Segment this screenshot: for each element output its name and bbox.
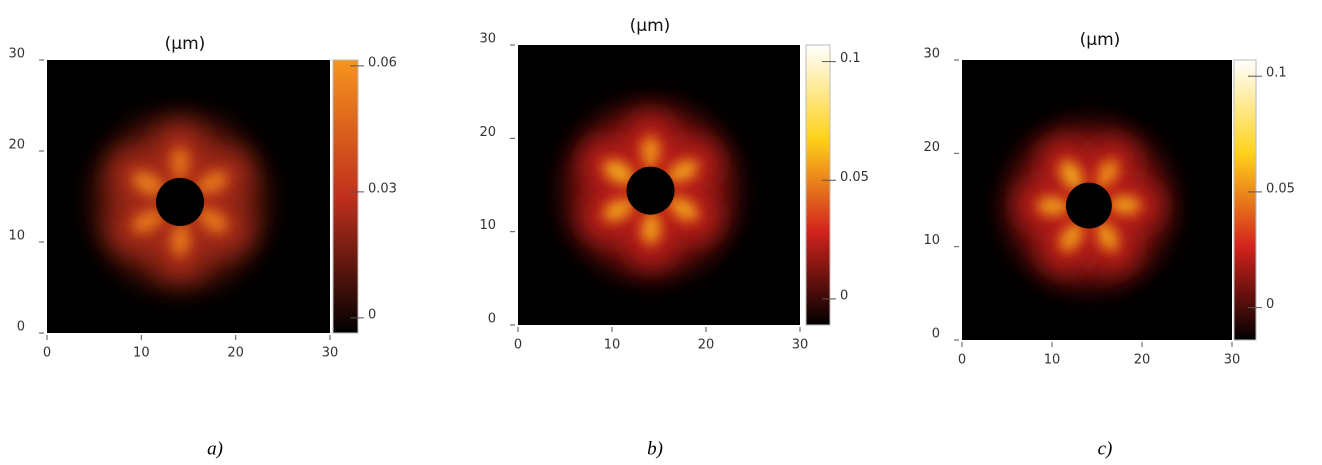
heatmap-image	[962, 60, 1232, 340]
colorbar	[332, 59, 359, 334]
colorbar-tick-label: 0	[1266, 297, 1274, 312]
heatmap-image	[47, 60, 330, 333]
colorbar	[1233, 59, 1257, 341]
y-tick-label: 30	[923, 47, 940, 62]
heatmap-lobe-core	[666, 160, 698, 185]
heatmap-lobe-core	[1094, 160, 1118, 191]
x-tick-label: 10	[604, 338, 621, 353]
heatmap-hole	[626, 166, 675, 215]
heatmap-lobe-core	[132, 208, 164, 233]
heatmap-lobe-core	[1107, 196, 1141, 216]
y-tick-label: 0	[932, 327, 940, 342]
y-tick-label: 10	[923, 233, 940, 248]
y-tick-label: 30	[8, 47, 25, 62]
y-tick-label: 0	[488, 312, 496, 327]
colorbar-tick-label: 0.05	[1266, 181, 1295, 196]
x-tick-label: 30	[1224, 353, 1241, 368]
y-tick-label: 10	[8, 229, 25, 244]
heatmap-lobe-core	[640, 210, 661, 245]
x-tick-label: 20	[698, 338, 715, 353]
x-tick-label: 0	[43, 346, 51, 361]
heatmap-lobe-core	[603, 160, 635, 185]
y-tick-label: 10	[479, 218, 496, 233]
x-tick-label: 30	[322, 346, 339, 361]
y-tick-label: 20	[8, 138, 25, 153]
caption: c)	[1098, 438, 1113, 459]
colorbar-tick-label: 0.05	[840, 170, 869, 185]
heatmap-lobe-core	[603, 196, 635, 221]
y-tick-label: 30	[479, 32, 496, 47]
heatmap-lobe-core	[1059, 221, 1083, 251]
caption: a)	[207, 438, 223, 459]
colorbar-tick-label: 0.1	[840, 51, 861, 66]
colorbar-tick-label: 0	[840, 288, 848, 303]
heatmap-lobe-core	[196, 208, 228, 233]
heatmap-hole	[1065, 182, 1112, 229]
heatmap-lobe-core	[1059, 160, 1083, 191]
x-tick-label: 10	[133, 346, 150, 361]
y-tick-label: 20	[479, 125, 496, 140]
heatmap-hole	[155, 177, 205, 227]
colorbar-tick-label: 0.03	[368, 181, 397, 196]
x-tick-label: 10	[1044, 353, 1061, 368]
x-tick-label: 0	[958, 353, 966, 368]
heatmap-lobe-core	[640, 137, 661, 171]
heatmap-lobe-core	[132, 171, 164, 196]
y-tick-label: 20	[923, 140, 940, 155]
colorbar-tick-label: 0.1	[1266, 66, 1287, 81]
x-tick-label: 30	[792, 338, 809, 353]
heatmap-lobe-core	[1037, 196, 1071, 216]
chart-title: (μm)	[1080, 30, 1121, 50]
colorbar	[805, 44, 831, 326]
caption: b)	[647, 438, 663, 459]
heatmap-lobe-core	[666, 196, 698, 221]
heatmap-lobe-core	[170, 221, 190, 256]
heatmap-lobe-core	[1094, 221, 1118, 251]
x-tick-label: 0	[514, 338, 522, 353]
colorbar-tick-label: 0	[368, 307, 376, 322]
heatmap-lobe-core	[170, 148, 190, 183]
chart-title: (μm)	[165, 34, 206, 54]
x-tick-label: 20	[227, 346, 244, 361]
heatmap-lobe-core	[196, 171, 228, 196]
y-tick-label: 0	[17, 320, 25, 335]
x-tick-label: 20	[1134, 353, 1151, 368]
chart-title: (μm)	[630, 16, 671, 36]
heatmap-image	[518, 45, 800, 325]
colorbar-tick-label: 0.06	[368, 55, 397, 70]
